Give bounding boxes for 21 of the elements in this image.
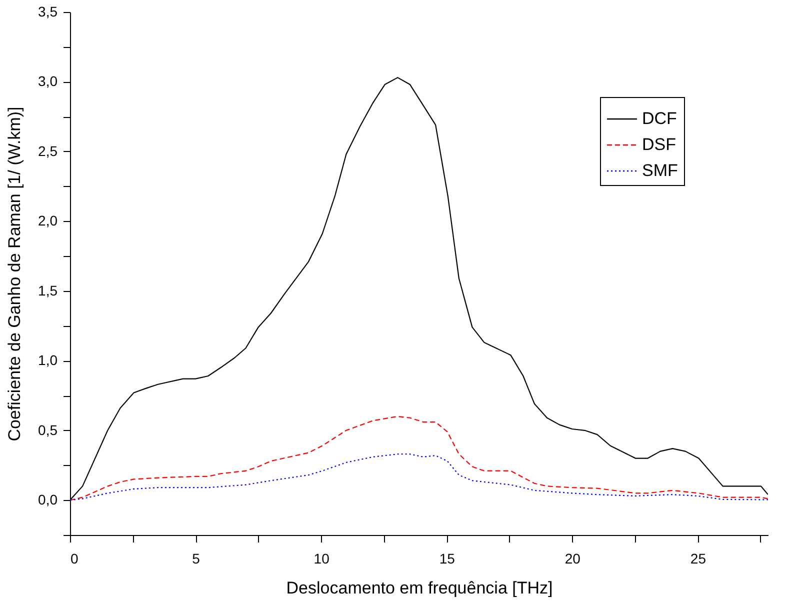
- y-tick-label: 1,0: [38, 352, 58, 368]
- x-tick-label: 10: [314, 550, 330, 566]
- x-tick-label: 25: [690, 550, 706, 566]
- y-axis-title: Coeficiente de Ganho de Raman [1/ (W.km)]: [5, 106, 24, 442]
- y-tick-label: 3,0: [38, 73, 58, 90]
- legend-label: DSF: [642, 135, 676, 154]
- y-tick-label: 0,5: [38, 422, 58, 438]
- x-tick-label: 5: [192, 550, 200, 566]
- y-tick-label: 3,5: [38, 4, 58, 20]
- legend-label: DCF: [642, 109, 677, 128]
- y-tick-label: 2,0: [38, 212, 58, 229]
- y-tick-label: 2,5: [38, 142, 58, 159]
- y-tick-label: 0,0: [38, 492, 58, 508]
- x-tick-label: 0: [70, 550, 78, 566]
- legend-label: SMF: [642, 161, 678, 180]
- line-series: [70, 454, 768, 501]
- y-tick-label: 1,5: [38, 282, 58, 298]
- x-tick-label: 20: [564, 550, 581, 566]
- x-axis-title: Deslocamento em frequência [THz]: [286, 578, 553, 598]
- x-tick-label: 15: [439, 550, 456, 566]
- line-series: [70, 416, 768, 501]
